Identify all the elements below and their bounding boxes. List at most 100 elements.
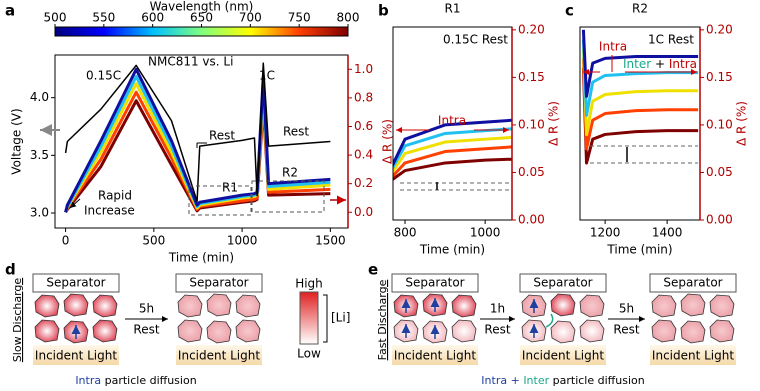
data-line	[393, 157, 512, 181]
x-tick-label: 0	[62, 234, 70, 248]
data-line	[581, 48, 699, 136]
particle	[579, 294, 605, 318]
colorbar-title: Wavelength (nm)	[150, 0, 254, 14]
y2-tick-label: 0.15	[518, 70, 545, 84]
y2-axis-title: Δ R (%)	[381, 119, 395, 164]
light-label: Incident Light	[394, 349, 476, 363]
data-line	[581, 67, 699, 165]
separator-box	[175, 273, 263, 293]
particle	[680, 320, 706, 344]
particle	[451, 294, 477, 318]
panel-label: b	[378, 2, 389, 20]
caption: Intra + Inter particle diffusion	[481, 374, 644, 387]
caption: Intra particle diffusion	[75, 374, 196, 387]
colorbar	[54, 26, 349, 37]
caption-part: Intra	[481, 374, 507, 387]
y2-tick-label: 0.05	[518, 165, 545, 179]
data-line	[393, 145, 512, 178]
separator-box	[519, 273, 607, 293]
separator-label: Separator	[189, 276, 248, 290]
side-label: Slow Discharge	[11, 278, 24, 363]
data-line	[393, 135, 512, 174]
light-box	[650, 345, 736, 365]
particle	[550, 293, 576, 317]
separator-label: Separator	[405, 276, 464, 290]
particle	[92, 294, 118, 318]
data-line	[581, 39, 699, 117]
annotation: Rest	[209, 129, 235, 143]
annotation: NMC811 vs. Li	[148, 55, 233, 69]
panel-label: d	[5, 261, 16, 279]
caption-part: particle diffusion	[553, 374, 645, 387]
panel-label: a	[5, 2, 15, 20]
li-quantity: [Li]	[331, 311, 350, 325]
particle	[709, 294, 735, 318]
y-tick-label: 3.0	[30, 206, 49, 220]
annotation: +	[655, 57, 665, 71]
particle	[63, 293, 89, 317]
step-label: 1h	[490, 302, 505, 316]
annotation: R1	[222, 181, 238, 195]
y2-tick-label: 0.2	[354, 176, 373, 190]
step-label: Rest	[484, 323, 510, 337]
separator-label: Separator	[46, 276, 105, 290]
colorbar-tick-label: 750	[288, 11, 311, 25]
annotation: Intra	[669, 57, 697, 71]
particle	[34, 294, 60, 318]
caption-part: particle diffusion	[105, 374, 197, 387]
x-tick-label: 500	[142, 234, 165, 248]
particle	[177, 319, 203, 343]
annotation: 0.15C	[86, 69, 121, 83]
x-tick-label: 800	[394, 226, 417, 240]
x-tick-label: 1200	[590, 226, 621, 240]
y2-tick-label: 0.00	[706, 213, 733, 227]
light-box	[520, 345, 606, 365]
y2-tick-label: 0.10	[518, 117, 545, 131]
particle	[651, 319, 677, 343]
y2-tick-label: 0.0	[354, 205, 373, 219]
particle	[206, 293, 232, 317]
light-label: Incident Light	[35, 349, 117, 363]
y2-tick-label: 0.4	[354, 148, 373, 162]
y2-tick-label: 0.20	[706, 22, 733, 36]
panel-label: e	[368, 261, 378, 279]
y2-tick-label: 0.05	[706, 165, 733, 179]
x-axis-title: Time (min)	[606, 243, 672, 257]
y-axis-title: Voltage (V)	[10, 108, 24, 174]
li-bracket	[323, 294, 328, 343]
panel-c-decor	[583, 55, 698, 164]
particle	[680, 293, 706, 317]
colorbar-tick-label: 800	[337, 11, 360, 25]
y2-tick-label: 0.8	[354, 90, 373, 104]
li-high: High	[295, 277, 323, 291]
x-tick-label: 1000	[227, 234, 258, 248]
li-low: Low	[297, 347, 321, 361]
annotation: 1C	[259, 69, 275, 83]
light-box	[176, 345, 262, 365]
separator-label: Separator	[663, 276, 722, 290]
annotation: Rapid	[98, 189, 132, 203]
data-line	[581, 58, 699, 151]
x-axis-title: Time (min)	[168, 251, 234, 265]
particle	[235, 319, 261, 343]
data-line	[393, 118, 512, 168]
annotation: Intra	[438, 114, 466, 128]
annotation: Increase	[84, 204, 135, 218]
light-label: Incident Light	[178, 349, 260, 363]
chart-title: R2	[632, 2, 648, 16]
x-axis-title: Time (min)	[419, 243, 485, 257]
li-scale	[299, 291, 319, 345]
step-label: 5h	[619, 302, 634, 316]
light-box	[33, 345, 119, 365]
side-label: Fast Discharge	[376, 279, 389, 360]
light-label: Incident Light	[522, 349, 604, 363]
light-label: Incident Light	[652, 349, 734, 363]
particle	[206, 320, 232, 344]
panel-label: c	[565, 2, 574, 20]
data-line	[64, 62, 331, 203]
x-tick-label: 1000	[470, 226, 501, 240]
panel-b-decor	[396, 127, 510, 191]
y2-tick-label: 0.10	[706, 117, 733, 131]
